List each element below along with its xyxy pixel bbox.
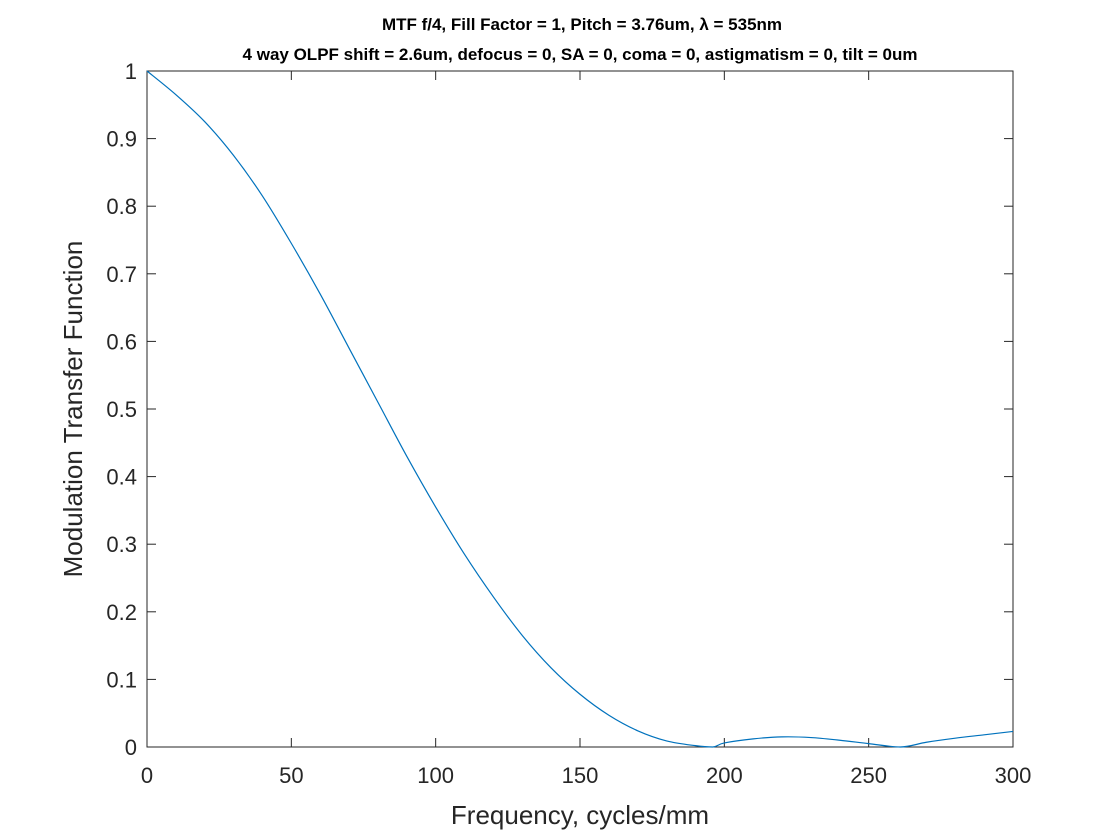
y-tick-label: 0.9 (106, 127, 137, 152)
y-tick-label: 0.6 (106, 329, 137, 354)
x-axis-ticks: 0 50 100 150 200 250 300 (141, 71, 1031, 788)
y-tick-label: 0.5 (106, 397, 137, 422)
x-tick-label: 0 (141, 763, 153, 788)
chart-title-line-1: MTF f/4, Fill Factor = 1, Pitch = 3.76um… (382, 15, 782, 34)
y-tick-label: 0.7 (106, 262, 137, 287)
x-tick-label: 300 (995, 763, 1032, 788)
x-tick-label: 100 (417, 763, 454, 788)
x-tick-label: 150 (562, 763, 599, 788)
series-line-mtf (146, 70, 1014, 748)
plot-area-frame (146, 70, 1014, 748)
x-tick-label: 250 (850, 763, 887, 788)
y-axis-label: Modulation Transfer Function (58, 241, 88, 578)
x-tick-label: 200 (706, 763, 743, 788)
chart-title-line-2: 4 way OLPF shift = 2.6um, defocus = 0, S… (243, 45, 918, 64)
y-tick-label: 0.2 (106, 600, 137, 625)
x-tick-label: 50 (279, 763, 303, 788)
x-axis-label: Frequency, cycles/mm (451, 800, 709, 830)
y-tick-label: 1 (125, 59, 137, 84)
y-tick-label: 0.4 (106, 465, 137, 490)
y-tick-label: 0.3 (106, 532, 137, 557)
y-tick-label: 0.1 (106, 667, 137, 692)
y-tick-label: 0 (125, 735, 137, 760)
y-tick-label: 0.8 (106, 194, 137, 219)
y-axis-ticks: 0 0.1 0.2 0.3 0.4 0.5 0.6 0.7 0.8 0.9 1 (106, 59, 1013, 760)
